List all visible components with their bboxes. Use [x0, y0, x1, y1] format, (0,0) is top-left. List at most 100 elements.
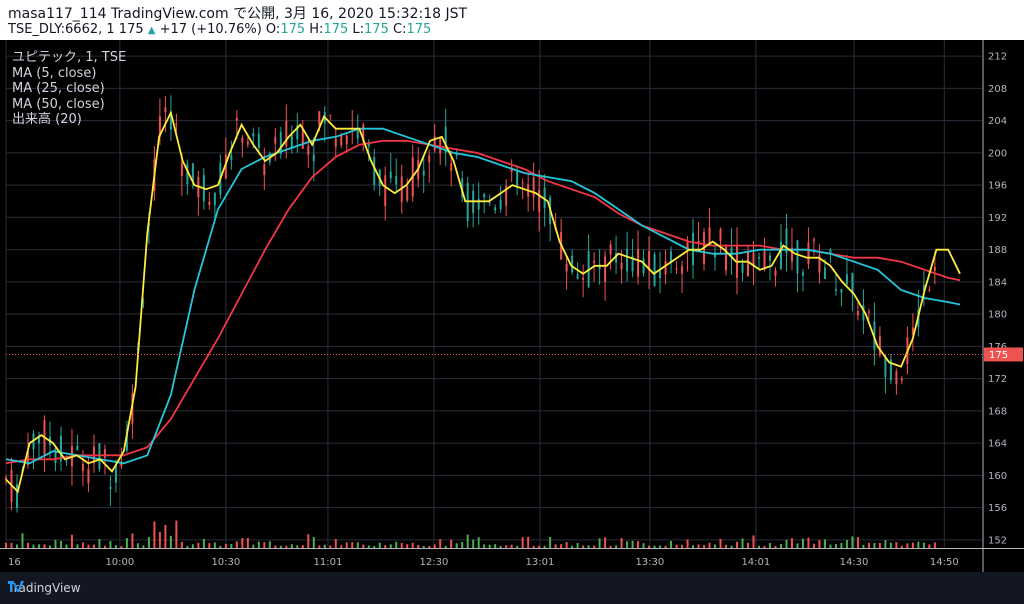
y-tick-label: 212 — [988, 52, 1007, 63]
volume-bar — [736, 541, 739, 548]
candle-body — [867, 311, 870, 313]
y-tick-label: 200 — [988, 148, 1007, 159]
volume-bar — [417, 544, 420, 548]
legend-volume[interactable]: 出来高 (20) — [12, 112, 82, 127]
candle-body — [241, 137, 244, 143]
candle-body — [65, 460, 68, 462]
volume-bar — [878, 543, 881, 548]
volume-bar — [186, 545, 189, 548]
volume-bar — [675, 544, 678, 548]
volume-bar — [37, 544, 40, 548]
symbol-quote-line: TSE_DLY:6662, 1 175 ▲ +17 (+10.76%) O:17… — [8, 22, 431, 37]
volume-bar — [483, 544, 486, 548]
y-tick-label: 196 — [988, 181, 1007, 192]
volume-bar — [653, 545, 656, 548]
candle-body — [878, 336, 881, 356]
x-tick-label: 14:50 — [930, 557, 959, 568]
candle-body — [587, 251, 590, 287]
volume-bar — [725, 544, 728, 548]
volume-bar — [845, 539, 848, 548]
volume-bar — [329, 545, 332, 548]
volume-bar — [505, 545, 508, 548]
candle-body — [889, 359, 892, 381]
candle-body — [834, 289, 837, 291]
change-value: +17 (+10.76%) — [159, 22, 262, 37]
volume-bar — [301, 545, 304, 548]
candle-body — [384, 175, 387, 207]
volume-bar — [98, 539, 101, 548]
volume-bar — [389, 544, 392, 548]
high-value: 175 — [323, 22, 349, 37]
chart-svg[interactable]: 212 208 204 200 196 192 188 184 180 176 172 168 164 1… — [0, 40, 1024, 572]
current-price-label: 175 — [989, 350, 1008, 361]
volume-bar — [587, 545, 590, 548]
close-value: 175 — [406, 22, 432, 37]
volume-bar — [5, 542, 7, 548]
chart-area[interactable]: 212 208 204 200 196 192 188 184 180 176 172 168 164 1… — [0, 40, 1024, 572]
tradingview-logo[interactable]: TradingView — [8, 581, 81, 595]
x-tick-label: 12:30 — [420, 557, 449, 568]
candle-body — [681, 266, 684, 274]
y-tick-label: 204 — [988, 116, 1007, 127]
candle-body — [664, 260, 667, 275]
volume-bar — [867, 542, 870, 548]
volume-bar — [279, 545, 282, 548]
candle-body — [191, 163, 194, 182]
volume-bar — [538, 545, 541, 548]
volume-bar — [488, 544, 491, 548]
candle-body — [433, 136, 436, 151]
legend-ma25[interactable]: MA (25, close) — [12, 81, 105, 96]
volume-bar — [697, 544, 700, 548]
volume-bar — [917, 541, 920, 548]
candle-body — [252, 133, 255, 137]
volume-bar — [637, 541, 640, 548]
volume-bar — [466, 534, 469, 548]
volume-bar — [241, 538, 244, 548]
legend-ma50[interactable]: MA (50, close) — [12, 96, 105, 112]
volume-bar — [263, 542, 266, 548]
candle-body — [714, 253, 717, 258]
volume-bar — [202, 538, 205, 548]
volume-bar — [395, 541, 398, 548]
volume-bar — [10, 542, 13, 548]
volume-bar — [790, 538, 793, 548]
candle-body — [213, 193, 216, 206]
candle-body — [296, 125, 299, 140]
candle-body — [103, 449, 106, 458]
volume-bar — [307, 534, 310, 548]
candle-body — [373, 157, 376, 185]
volume-bar — [169, 535, 172, 548]
candle-body — [741, 263, 744, 273]
candle-body — [87, 468, 90, 484]
volume-bar — [884, 540, 887, 548]
candle-body — [840, 289, 843, 293]
candle-body — [125, 429, 128, 451]
volume-bar — [527, 536, 530, 548]
candle-body — [911, 327, 914, 335]
volume-bar — [472, 539, 475, 548]
volume-bar — [76, 544, 79, 548]
last-price: 175 — [118, 22, 144, 37]
legend-symbol[interactable]: ユピテック, 1, TSE — [12, 50, 127, 65]
legend-ma5[interactable]: MA (5, close) — [12, 65, 97, 81]
candle-body — [725, 246, 728, 271]
candle-body — [582, 277, 585, 280]
candle-body — [208, 201, 211, 205]
volume-bar — [268, 541, 271, 548]
volume-bar — [296, 545, 299, 548]
volume-bar — [692, 545, 695, 548]
candle-body — [37, 434, 40, 444]
candle-body — [626, 248, 629, 272]
volume-bar — [114, 545, 117, 548]
ma50-line — [5, 139, 961, 465]
volume-bar — [620, 538, 623, 548]
volume-bar — [521, 537, 524, 548]
volume-bar — [48, 545, 51, 548]
candle-body — [774, 270, 777, 277]
candle-body — [900, 378, 903, 381]
volume-bar — [807, 537, 810, 548]
y-tick-label: 188 — [988, 245, 1007, 256]
volume-bar — [752, 535, 755, 548]
volume-bar — [648, 545, 651, 548]
candle-body — [516, 170, 519, 186]
